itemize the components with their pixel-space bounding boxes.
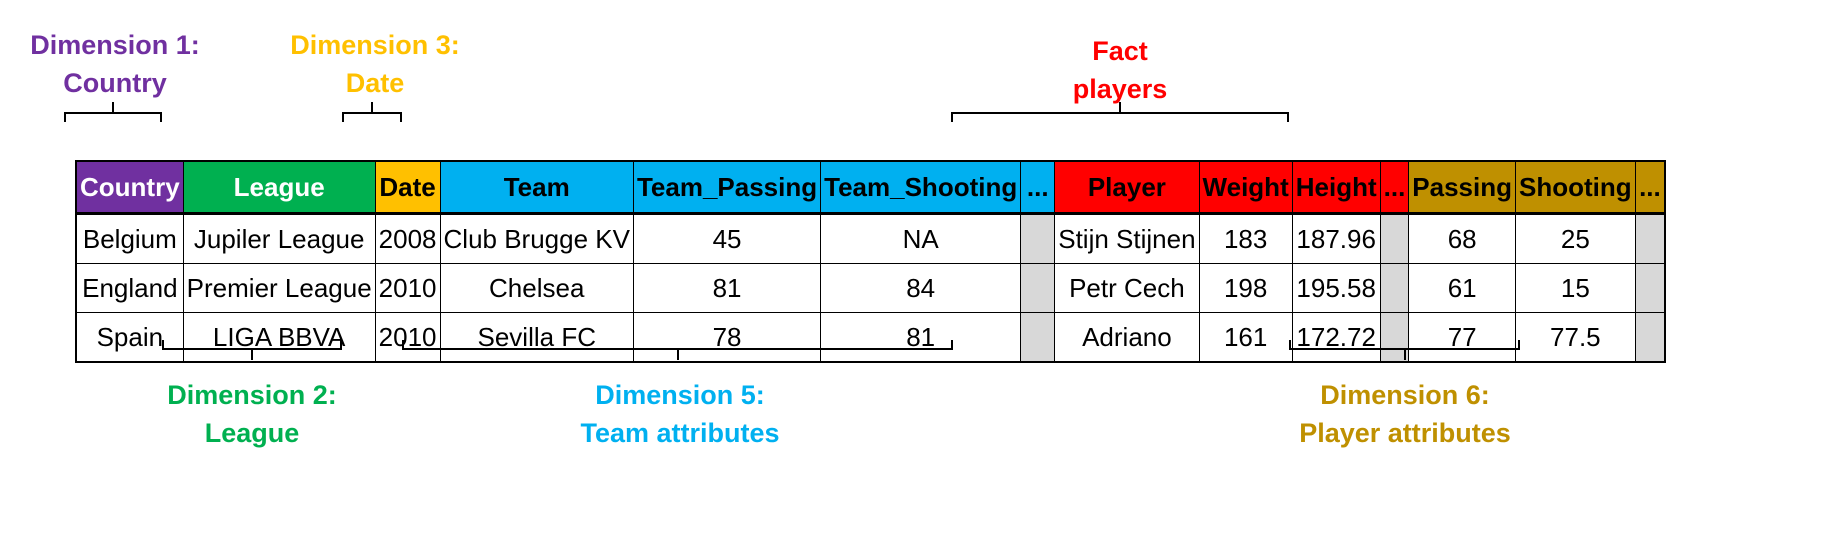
cell-passing: 61 [1408, 263, 1517, 313]
cell-league: Premier League [182, 263, 376, 313]
cell-height: 195.58 [1291, 263, 1381, 313]
cell-player: Adriano [1054, 312, 1200, 363]
cell-team-shooting: 81 [820, 312, 1022, 363]
dimension-6-label: Dimension 6: Player attributes [1280, 376, 1530, 452]
dimension-3-label: Dimension 3: Date [290, 26, 460, 102]
dimension-1-bracket [64, 102, 162, 122]
cell-shooting: 25 [1515, 213, 1636, 264]
cell-team: Club Brugge KV [439, 213, 634, 264]
dimension-5-label: Dimension 5: Team attributes [560, 376, 800, 452]
cell-team-shooting: 84 [820, 263, 1022, 313]
dimension-2-label: Dimension 2: League [150, 376, 354, 452]
cell-country: England [75, 263, 184, 313]
dimension-3-subtitle: Date [345, 68, 405, 98]
cell-passing: 68 [1408, 213, 1517, 264]
cell-country: Spain [75, 312, 184, 363]
cell-filler [1379, 213, 1410, 264]
dimension-1-label: Dimension 1: Country [30, 26, 200, 102]
header-shooting: Shooting [1515, 160, 1636, 214]
cell-weight: 183 [1198, 213, 1293, 264]
cell-filler [1634, 263, 1666, 313]
cell-league: Jupiler League [182, 213, 376, 264]
table-row: Spain LIGA BBVA 2010 Sevilla FC 78 81 Ad… [75, 312, 1666, 363]
cell-filler [1020, 312, 1056, 363]
dimension-5-title: Dimension 5: [595, 380, 765, 410]
cell-team-passing: 78 [632, 312, 822, 363]
table-row: England Premier League 2010 Chelsea 81 8… [75, 263, 1666, 313]
cell-filler [1634, 213, 1666, 264]
header-country: Country [75, 160, 184, 214]
cell-date: 2010 [374, 312, 441, 363]
cell-passing: 77 [1408, 312, 1517, 363]
cell-country: Belgium [75, 213, 184, 264]
dimension-3-title: Dimension 3: [290, 30, 460, 60]
fact-title: Fact [1092, 36, 1148, 66]
header-team: Team [439, 160, 634, 214]
cell-shooting: 77.5 [1515, 312, 1636, 363]
fact-players-label: Fact players [1040, 32, 1200, 108]
dimension-3-bracket [342, 102, 402, 122]
header-passing: Passing [1408, 160, 1517, 214]
header-team-shooting: Team_Shooting [820, 160, 1022, 214]
header-row: Country League Date Team Team_Passing Te… [75, 160, 1666, 214]
cell-team-shooting: NA [820, 213, 1022, 264]
cell-player: Petr Cech [1054, 263, 1200, 313]
dimension-5-bracket [402, 340, 953, 360]
dimension-2-title: Dimension 2: [167, 380, 337, 410]
cell-filler [1020, 213, 1056, 264]
cell-filler [1634, 312, 1666, 363]
cell-league: LIGA BBVA [182, 312, 376, 363]
header-team-more: ... [1020, 160, 1056, 214]
dimension-6-subtitle: Player attributes [1299, 418, 1511, 448]
header-team-passing: Team_Passing [632, 160, 822, 214]
dimension-1-subtitle: Country [63, 68, 167, 98]
header-height: Height [1291, 160, 1381, 214]
cell-team: Chelsea [439, 263, 634, 313]
table-row: Belgium Jupiler League 2008 Club Brugge … [75, 213, 1666, 264]
dimension-2-subtitle: League [204, 418, 300, 448]
header-player: Player [1054, 160, 1200, 214]
header-date: Date [374, 160, 441, 214]
cell-height: 187.96 [1291, 213, 1381, 264]
cell-date: 2010 [374, 263, 441, 313]
cell-shooting: 15 [1515, 263, 1636, 313]
dimension-6-title: Dimension 6: [1320, 380, 1490, 410]
cell-filler [1379, 263, 1410, 313]
cell-weight: 198 [1198, 263, 1293, 313]
cell-team: Sevilla FC [439, 312, 634, 363]
football-data-table: Country League Date Team Team_Passing Te… [75, 160, 1667, 363]
dimension-6-bracket [1289, 340, 1520, 360]
dimension-5-subtitle: Team attributes [580, 418, 780, 448]
cell-weight: 161 [1198, 312, 1293, 363]
cell-team-passing: 81 [632, 263, 822, 313]
cell-team-passing: 45 [632, 213, 822, 264]
fact-players-bracket [951, 102, 1289, 122]
cell-filler [1020, 263, 1056, 313]
cell-date: 2008 [374, 213, 441, 264]
header-attr-more: ... [1634, 160, 1666, 214]
cell-height: 172.72 [1291, 312, 1381, 363]
header-weight: Weight [1198, 160, 1293, 214]
dimension-1-title: Dimension 1: [30, 30, 200, 60]
dimension-2-bracket [162, 340, 342, 360]
header-league: League [182, 160, 376, 214]
fact-subtitle: players [1072, 74, 1168, 104]
header-player-more: ... [1379, 160, 1410, 214]
cell-player: Stijn Stijnen [1054, 213, 1200, 264]
